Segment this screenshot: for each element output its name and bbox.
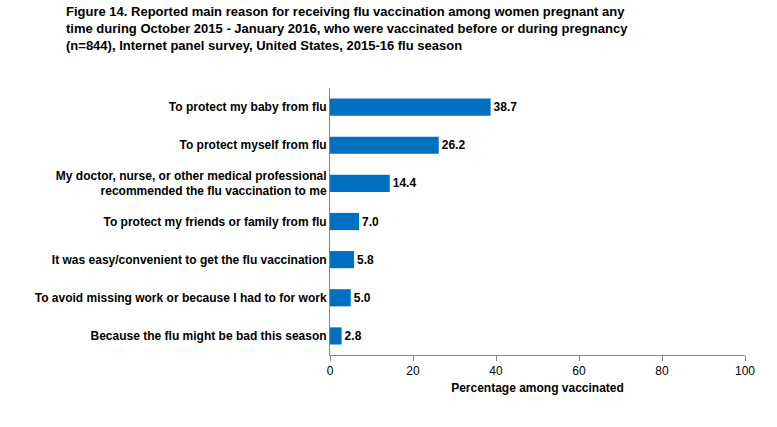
svg-text:20: 20 — [406, 364, 420, 378]
svg-text:To protect my baby from flu: To protect my baby from flu — [169, 100, 327, 114]
svg-text:100: 100 — [735, 364, 755, 378]
svg-text:5.8: 5.8 — [357, 253, 374, 267]
svg-text:7.0: 7.0 — [362, 215, 379, 229]
svg-text:Figure 14. Reported main reaso: Figure 14. Reported main reason for rece… — [66, 4, 628, 53]
svg-text:14.4: 14.4 — [393, 176, 417, 190]
svg-text:To avoid missing work or becau: To avoid missing work or because I had t… — [35, 291, 327, 305]
svg-text:38.7: 38.7 — [494, 100, 518, 114]
svg-text:To protect my friends or famil: To protect my friends or family from flu — [103, 215, 326, 229]
svg-text:Percentage among vaccinated: Percentage among vaccinated — [451, 381, 624, 395]
svg-text:40: 40 — [489, 364, 503, 378]
svg-text:60: 60 — [572, 364, 586, 378]
svg-text:To protect myself from flu: To protect myself from flu — [179, 138, 326, 152]
svg-text:It was easy/convenient to get: It was easy/convenient to get the flu va… — [52, 253, 327, 267]
svg-text:2.8: 2.8 — [345, 329, 362, 343]
svg-text:My doctor, nurse, or other med: My doctor, nurse, or other medical profe… — [56, 169, 327, 199]
svg-text:5.0: 5.0 — [354, 291, 371, 305]
svg-text:Because the flu might be bad t: Because the flu might be bad this season — [91, 329, 327, 343]
svg-text:26.2: 26.2 — [442, 138, 466, 152]
svg-text:80: 80 — [655, 364, 669, 378]
svg-text:0: 0 — [327, 364, 334, 378]
